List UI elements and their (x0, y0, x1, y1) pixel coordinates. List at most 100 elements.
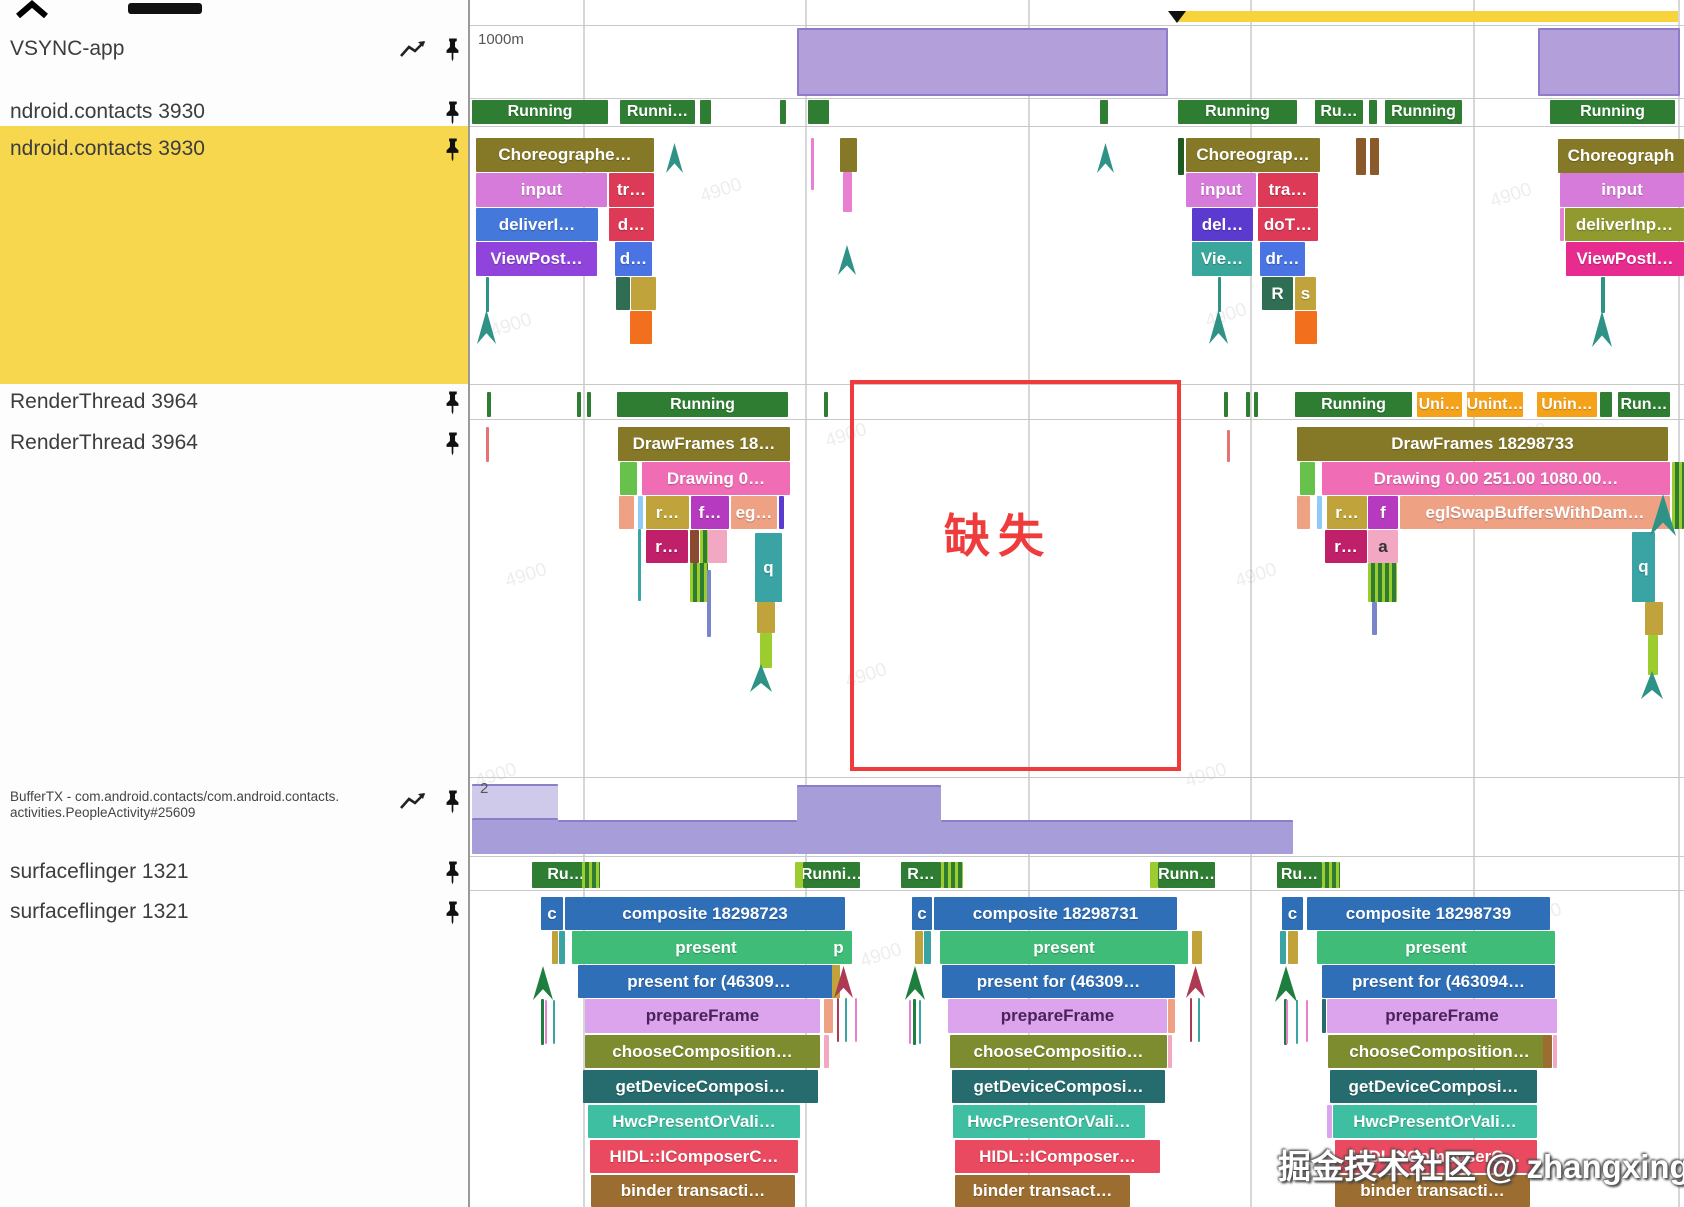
trace-slice[interactable] (840, 138, 857, 172)
trace-slice[interactable] (1369, 100, 1377, 124)
eglswapbufferswithdam[interactable]: eglSwapBuffersWithDam… (1400, 496, 1670, 529)
trace-slice[interactable] (1280, 931, 1286, 964)
prepareframe[interactable]: prepareFrame (1327, 999, 1557, 1033)
trace-slice[interactable] (1372, 602, 1377, 635)
hidl-icomposerc[interactable]: HIDL::IComposerC… (1335, 1140, 1537, 1173)
trace-slice[interactable] (824, 999, 833, 1033)
drawframes-18[interactable]: DrawFrames 18… (618, 427, 790, 461)
trace-slice[interactable] (1317, 496, 1322, 529)
trace-slice[interactable] (541, 999, 544, 1045)
choreograph[interactable]: Choreograph (1558, 139, 1684, 173)
present-for-463094[interactable]: present for (463094… (1322, 965, 1555, 998)
hwcpresentorvali[interactable]: HwcPresentOrVali… (1333, 1105, 1537, 1138)
trace-slice[interactable] (631, 277, 656, 310)
trace-slice[interactable] (832, 965, 840, 998)
uni[interactable]: Uni… (1417, 392, 1462, 417)
runn[interactable]: Runn… (1158, 862, 1215, 888)
trace-slice[interactable] (1322, 862, 1340, 888)
pin-icon[interactable] (444, 900, 474, 926)
trace-slice[interactable] (779, 496, 784, 529)
trace-slice[interactable] (1150, 862, 1158, 888)
choosecomposition[interactable]: chooseComposition… (585, 1035, 820, 1068)
r[interactable]: R (1262, 277, 1293, 310)
dr[interactable]: dr… (1260, 242, 1305, 276)
trace-slice[interactable] (690, 530, 699, 563)
trace-slice[interactable] (545, 1000, 547, 1044)
getdevicecomposi[interactable]: getDeviceComposi… (952, 1070, 1165, 1103)
running[interactable]: Running (472, 100, 608, 124)
del[interactable]: del… (1192, 208, 1253, 241)
input[interactable]: input (1560, 173, 1684, 207)
trace-slice[interactable] (1190, 998, 1192, 1042)
d[interactable]: d… (615, 242, 652, 276)
trace-slice[interactable] (845, 998, 847, 1042)
trace-slice[interactable] (472, 784, 558, 818)
trace-slice[interactable] (1538, 28, 1680, 96)
f[interactable]: f… (691, 496, 729, 529)
trace-slice[interactable] (797, 785, 941, 854)
unin[interactable]: Unin… (1537, 392, 1597, 417)
composite-18298731[interactable]: composite 18298731 (934, 897, 1177, 930)
hidl-icomposerc[interactable]: HIDL::IComposerC… (590, 1140, 798, 1173)
trace-slice[interactable] (559, 931, 565, 964)
s[interactable]: s (1295, 277, 1316, 310)
sidebar-track-renderthread-3964-4[interactable]: RenderThread 3964 (0, 419, 468, 777)
trace-slice[interactable] (1368, 563, 1397, 602)
trace-slice[interactable] (1178, 138, 1184, 175)
trend-chart-icon[interactable] (398, 38, 428, 64)
input[interactable]: input (476, 173, 607, 207)
trace-slice[interactable] (1254, 392, 1258, 417)
trace-slice[interactable] (1297, 496, 1310, 529)
trace-slice[interactable] (700, 100, 711, 124)
trace-slice[interactable] (795, 862, 803, 888)
drawing-0-00-251-00-1080-00[interactable]: Drawing 0.00 251.00 1080.00… (1322, 462, 1670, 495)
trace-slice[interactable] (855, 998, 857, 1042)
running[interactable]: Running (1550, 100, 1675, 124)
trace-slice[interactable] (638, 529, 641, 601)
trace-slice[interactable] (616, 277, 630, 310)
trace-slice[interactable] (620, 462, 637, 495)
running[interactable]: Running (1385, 100, 1462, 124)
trace-slice[interactable] (757, 602, 775, 633)
sidebar-track-buffertx-com-android-contacts--5[interactable]: BufferTX - com.android.contacts/com.andr… (0, 777, 468, 856)
trace-slice[interactable] (909, 1000, 911, 1044)
trace-slice[interactable] (843, 172, 852, 212)
ru[interactable]: Ru… (1277, 862, 1322, 888)
sidebar-track-ndroid-contacts-3930-2[interactable]: ndroid.contacts 3930 (0, 126, 468, 384)
trace-slice[interactable] (487, 392, 491, 417)
trace-slice[interactable] (1370, 138, 1379, 175)
tr[interactable]: tr… (609, 173, 654, 207)
sidebar-track-surfaceflinger-1321-7[interactable]: surfaceflinger 1321 (0, 890, 468, 1207)
prepareframe[interactable]: prepareFrame (585, 999, 820, 1033)
d[interactable]: d… (609, 208, 654, 241)
input[interactable]: input (1186, 173, 1256, 207)
trace-slice[interactable] (808, 100, 829, 124)
binder-transact[interactable]: binder transact… (955, 1175, 1130, 1207)
trace-slice[interactable] (1300, 462, 1315, 495)
present[interactable]: present (1317, 931, 1555, 964)
trace-slice[interactable] (811, 138, 814, 190)
running[interactable]: Running (1178, 100, 1297, 124)
trace-slice[interactable] (824, 392, 828, 417)
unint[interactable]: Unint… (1467, 392, 1523, 417)
pin-icon[interactable] (444, 100, 474, 126)
trace-slice[interactable] (1306, 1000, 1308, 1042)
trace-slice[interactable] (915, 931, 923, 964)
trace-slice[interactable] (1672, 462, 1684, 529)
runni[interactable]: Runni… (620, 100, 695, 124)
collapse-chevron-icon[interactable] (14, 0, 50, 23)
dot[interactable]: doT… (1258, 208, 1318, 241)
trace-slice[interactable] (1553, 1035, 1557, 1068)
pin-icon[interactable] (444, 789, 474, 815)
time-selection-bar[interactable] (1178, 11, 1678, 22)
trace-slice[interactable] (1288, 931, 1298, 964)
trace-slice[interactable] (1227, 430, 1230, 462)
pin-icon[interactable] (444, 137, 474, 163)
p[interactable]: p (825, 931, 852, 964)
trace-slice[interactable] (1192, 931, 1202, 964)
trace-slice[interactable] (1648, 635, 1658, 675)
trace-slice[interactable] (1286, 1000, 1288, 1044)
drawframes-18298733[interactable]: DrawFrames 18298733 (1297, 427, 1668, 461)
pin-icon[interactable] (444, 390, 474, 416)
choosecomposition[interactable]: chooseComposition… (1328, 1035, 1551, 1068)
